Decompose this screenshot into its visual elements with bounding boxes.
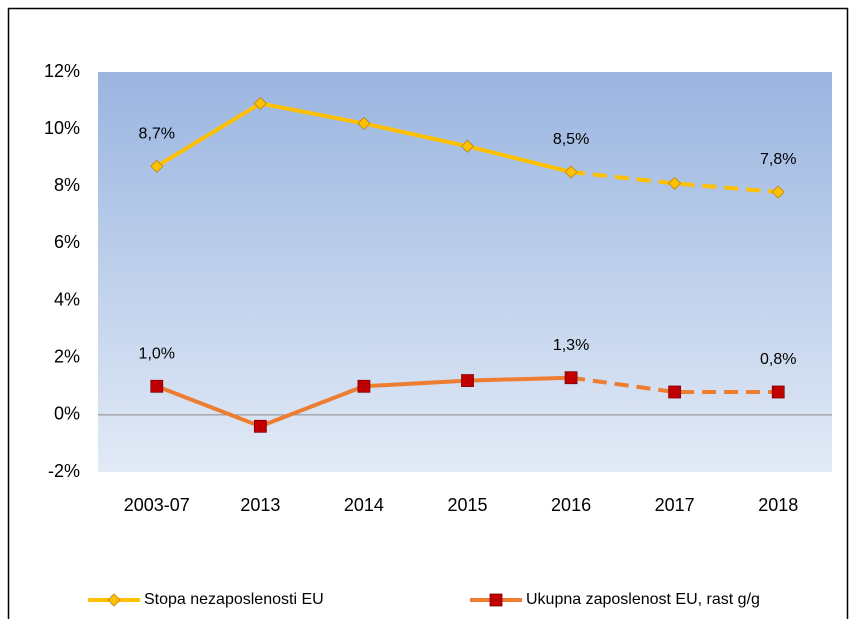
y-tick-label: 4% xyxy=(54,289,80,309)
y-tick-label: -2% xyxy=(48,461,80,481)
marker xyxy=(460,139,475,153)
marker xyxy=(150,379,164,393)
marker xyxy=(357,379,371,393)
legend-label: Ukupna zaposlenost EU, rast g/g xyxy=(526,591,760,608)
marker xyxy=(150,159,164,173)
marker xyxy=(668,176,682,190)
marker xyxy=(564,371,578,385)
x-tick-label: 2013 xyxy=(240,495,280,515)
marker xyxy=(461,374,474,387)
frame xyxy=(7,7,849,619)
data-label: 8,7% xyxy=(139,126,175,143)
data-label: 1,3% xyxy=(553,337,589,354)
marker xyxy=(771,385,785,399)
data-label: 7,8% xyxy=(760,151,796,168)
y-tick-label: 2% xyxy=(54,346,80,366)
y-tick-label: 8% xyxy=(54,175,80,195)
x-tick-label: 2018 xyxy=(758,495,798,515)
line xyxy=(570,170,779,194)
x-tick-label: 2016 xyxy=(551,495,591,515)
legend-marker xyxy=(107,593,121,607)
legend-marker xyxy=(489,593,503,607)
marker xyxy=(253,419,267,433)
data-label: 0,8% xyxy=(760,351,796,368)
data-label: 8,5% xyxy=(553,131,589,148)
marker xyxy=(253,96,267,110)
y-tick-label: 12% xyxy=(44,61,80,81)
y-tick-label: 6% xyxy=(54,232,80,252)
marker xyxy=(564,165,578,179)
line xyxy=(570,375,779,394)
marker xyxy=(668,385,682,399)
marker xyxy=(771,185,785,199)
plot-area xyxy=(98,72,832,472)
x-tick-label: 2014 xyxy=(344,495,384,515)
y-tick-label: 0% xyxy=(54,404,80,424)
x-tick-label: 2015 xyxy=(447,495,487,515)
legend-label: Stopa nezaposlenosti EU xyxy=(144,591,324,608)
x-tick-label: 2017 xyxy=(655,495,695,515)
marker xyxy=(357,116,371,130)
x-tick-label: 2003-07 xyxy=(124,495,190,515)
y-tick-label: 10% xyxy=(44,118,80,138)
data-label: 1,0% xyxy=(139,346,175,363)
